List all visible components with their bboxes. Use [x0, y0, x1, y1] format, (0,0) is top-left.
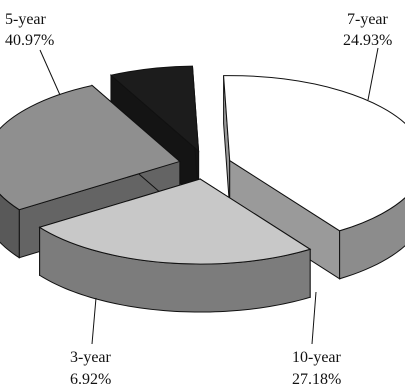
label-category-7-year: 7-year: [347, 11, 389, 28]
slice-top-3-year: [109, 65, 200, 153]
label-category-10-year: 10-year: [292, 349, 342, 366]
leader-line-7-year: [367, 47, 379, 101]
slice-wall-5-year: [339, 197, 405, 280]
label-category-5-year: 5-year: [5, 11, 47, 28]
leader-line-10-year: [311, 291, 317, 345]
slice-5-year: [223, 75, 405, 280]
pie-slices: [0, 65, 405, 313]
slice-7-year: [38, 178, 312, 313]
label-value-7-year: 24.93%: [343, 32, 392, 49]
leader-line-3-year: [91, 297, 97, 345]
label-category-3-year: 3-year: [70, 349, 112, 366]
slice-wall-10-year: [0, 193, 20, 259]
leader-line-5-year: [39, 49, 61, 96]
slice-top-10-year: [0, 84, 181, 211]
label-value-3-year: 6.92%: [70, 371, 111, 388]
slice-top-7-year: [38, 178, 312, 265]
slice-top-5-year: [223, 75, 405, 232]
label-value-10-year: 27.18%: [292, 371, 341, 388]
label-value-5-year: 40.97%: [5, 32, 54, 49]
